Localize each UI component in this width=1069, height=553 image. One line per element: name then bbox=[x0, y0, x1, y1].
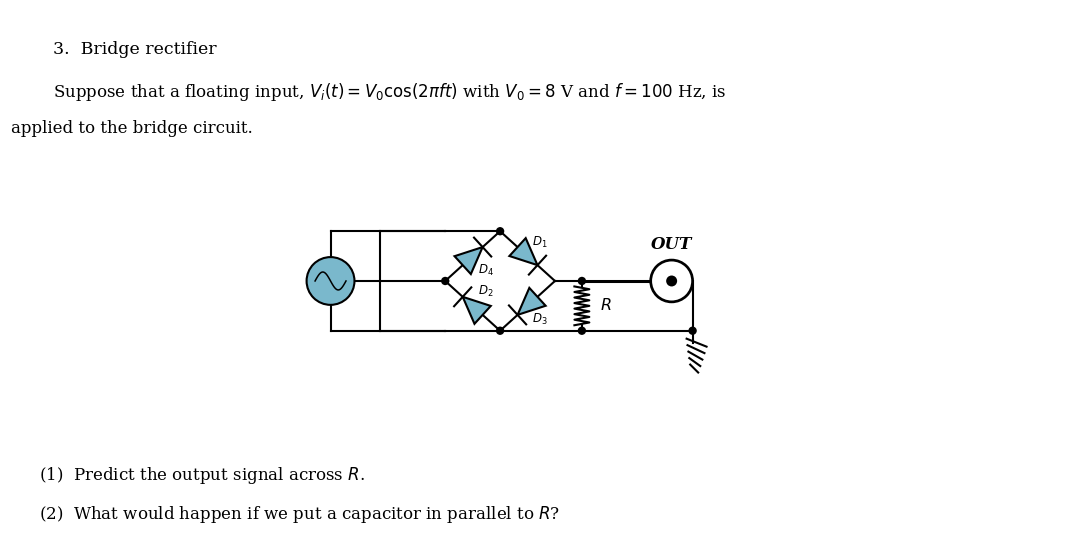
Polygon shape bbox=[517, 288, 545, 315]
Text: $R$: $R$ bbox=[600, 298, 611, 314]
Circle shape bbox=[496, 227, 505, 236]
Circle shape bbox=[577, 277, 586, 285]
Circle shape bbox=[441, 277, 449, 285]
Polygon shape bbox=[510, 238, 538, 265]
Text: applied to the bridge circuit.: applied to the bridge circuit. bbox=[12, 120, 253, 137]
Polygon shape bbox=[463, 297, 491, 324]
Circle shape bbox=[307, 257, 355, 305]
Text: (2)  What would happen if we put a capacitor in parallel to $R$?: (2) What would happen if we put a capaci… bbox=[40, 504, 560, 525]
Text: 3.  Bridge rectifier: 3. Bridge rectifier bbox=[53, 41, 217, 58]
Text: $D_3$: $D_3$ bbox=[532, 312, 548, 327]
Circle shape bbox=[688, 327, 697, 335]
Circle shape bbox=[496, 327, 505, 335]
Text: OUT: OUT bbox=[651, 236, 693, 253]
Circle shape bbox=[577, 327, 586, 335]
Text: (1)  Predict the output signal across $R$.: (1) Predict the output signal across $R$… bbox=[40, 465, 366, 486]
Polygon shape bbox=[454, 247, 482, 274]
Text: $D_2$: $D_2$ bbox=[478, 284, 493, 299]
Text: Suppose that a floating input, $V_i(t) = V_0\cos(2\pi ft)$ with $V_0 = 8$ V and : Suppose that a floating input, $V_i(t) =… bbox=[53, 81, 727, 103]
Text: $D_1$: $D_1$ bbox=[532, 234, 548, 249]
Circle shape bbox=[651, 260, 693, 302]
Circle shape bbox=[666, 275, 677, 286]
Text: $D_4$: $D_4$ bbox=[478, 263, 493, 278]
